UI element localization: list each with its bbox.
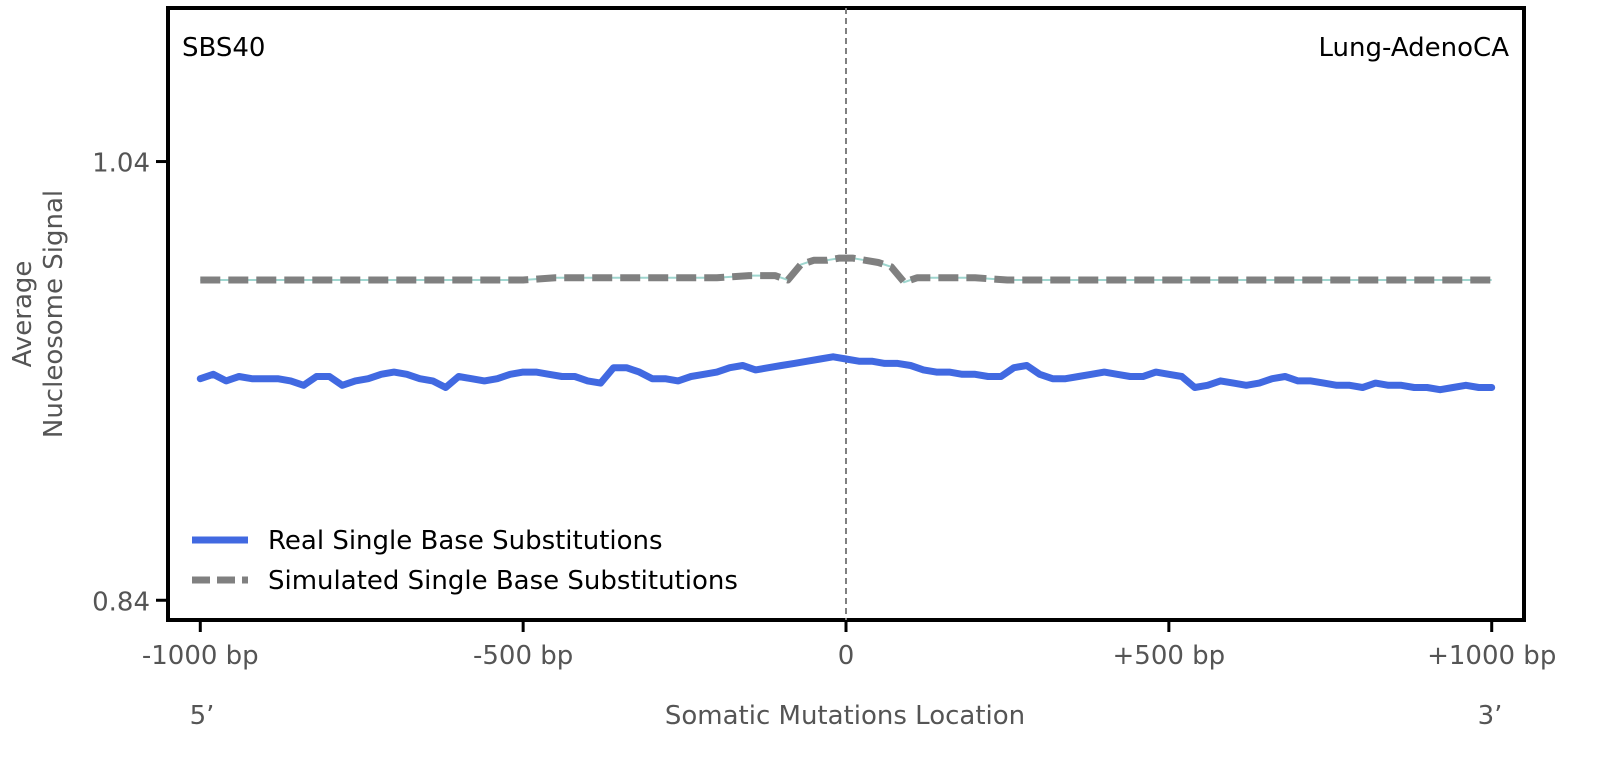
x-tick-label: +1000 bp (1427, 641, 1556, 671)
x-tick-label: 0 (838, 641, 855, 671)
y-axis-title-line1: Average (8, 261, 38, 368)
x-tick-label: +500 bp (1113, 641, 1226, 671)
y-tick-label: 0.84 (92, 587, 150, 617)
x-tick-label: -1000 bp (142, 641, 259, 671)
y-axis-title-line2: Nucleosome Signal (39, 190, 69, 438)
real-series-line (196, 353, 1496, 394)
y-axis-ticks: 1.04 0.84 (92, 149, 168, 617)
x-axis-ticks: -1000 bp -500 bp 0 +500 bp +1000 bp (142, 620, 1556, 671)
signature-label: SBS40 (182, 33, 265, 63)
simulated-series-line (200, 254, 1492, 286)
legend-simulated-label: Simulated Single Base Substitutions (268, 566, 738, 596)
x-tick-label: -500 bp (473, 641, 573, 671)
three-prime-label: 3’ (1478, 701, 1503, 731)
series-layer (196, 254, 1496, 394)
x-axis-title: Somatic Mutations Location (665, 701, 1025, 731)
legend-real-label: Real Single Base Substitutions (268, 526, 663, 556)
cancer-type-label: Lung-AdenoCA (1319, 33, 1510, 63)
y-tick-label: 1.04 (92, 149, 150, 179)
five-prime-label: 5’ (190, 701, 215, 731)
legend: Real Single Base Substitutions Simulated… (192, 526, 738, 596)
